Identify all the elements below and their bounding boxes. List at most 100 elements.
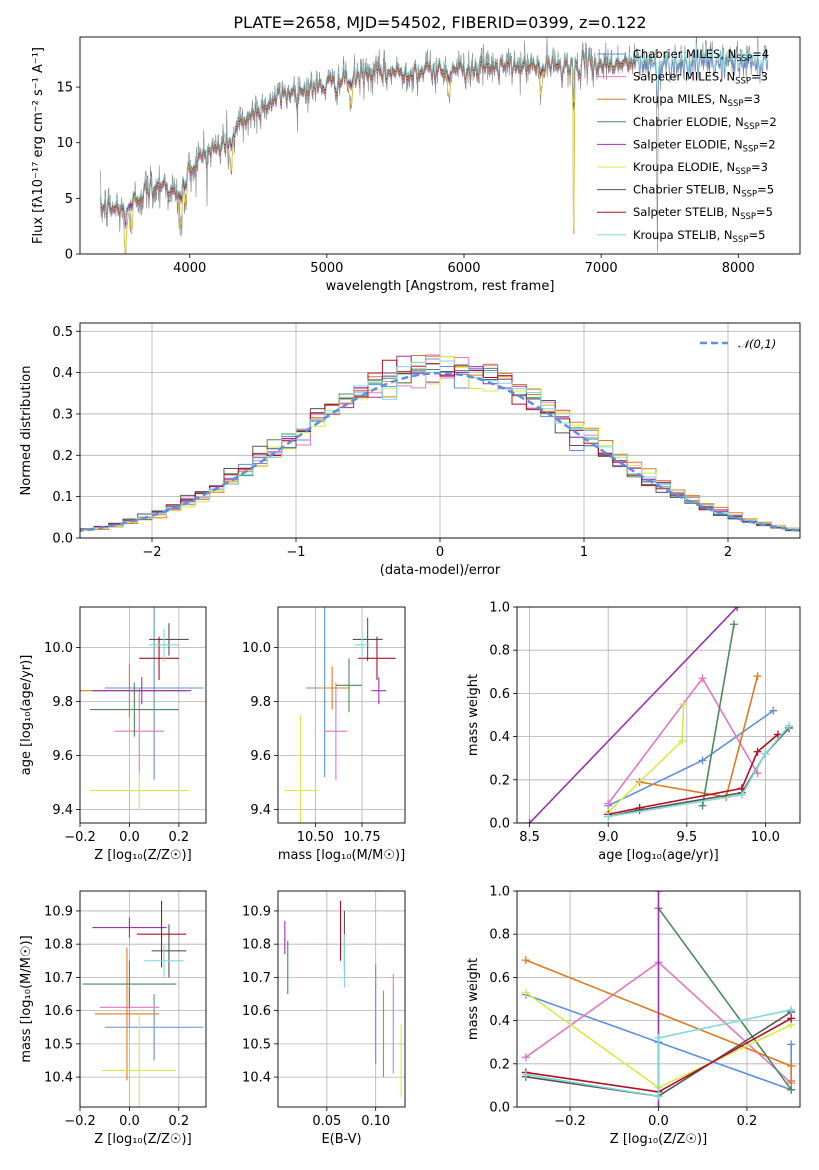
y-tick-label: 9.4 [52, 803, 73, 818]
chart-title: PLATE=2658, MJD=54502, FIBERID=0399, z=0… [233, 13, 646, 32]
weight-line [608, 725, 790, 818]
weight-marker [654, 1033, 663, 1042]
y-tick-label: 0.8 [489, 928, 510, 943]
x-tick-label: 4000 [173, 261, 206, 276]
weight-marker [698, 801, 707, 810]
y-tick-label: 10.8 [44, 938, 73, 953]
weight-marker [654, 1092, 663, 1101]
x-tick-label: −0.2 [554, 1114, 586, 1129]
y-tick-label: 9.8 [250, 695, 271, 710]
axes-frame [516, 606, 801, 824]
x-tick-label: 6000 [447, 261, 480, 276]
weight-line [608, 727, 790, 818]
legend-label: Salpeter MILES, NSSP=3 [633, 70, 768, 87]
weight-marker [525, 819, 534, 823]
weight-marker [773, 730, 782, 739]
y-tick-label: 10.9 [44, 904, 73, 919]
weight-marker [761, 749, 770, 758]
x-axis-label: Z [log₁₀(Z/Z☉)] [610, 1132, 707, 1147]
y-tick-label: 10.5 [242, 1037, 271, 1052]
legend: Chabrier MILES, NSSP=4 Salpeter MILES, NS… [597, 47, 777, 245]
weight-marker [753, 672, 762, 681]
x-tick-label: 10.50 [297, 830, 334, 845]
plot-area [82, 900, 204, 1107]
y-tick-label: 10.7 [44, 971, 73, 986]
y-tick-label: 0.3 [52, 407, 73, 422]
x-tick-label: 0.05 [312, 1114, 341, 1129]
y-tick-label: 10 [56, 136, 73, 151]
x-axis-label: E(B-V) [321, 1132, 361, 1147]
y-tick-label: 10.6 [44, 1004, 73, 1019]
axes-frame [277, 890, 406, 1108]
weight-marker [733, 607, 742, 611]
weight-marker [679, 700, 688, 709]
weight-marker [784, 721, 793, 730]
y-tick-label: 0.6 [489, 687, 510, 702]
weight-marker [521, 956, 530, 965]
weight-marker [698, 674, 707, 683]
y-tick-label: 10.0 [242, 641, 271, 656]
plot-area [284, 900, 402, 1098]
axes-frame [277, 606, 406, 824]
weight-line [529, 607, 738, 823]
y-axis-label: Normed distribution [19, 366, 34, 496]
y-tick-label: 9.6 [250, 749, 271, 764]
panel-age_vs_mass: 10.50 10.75 9.4 9.6 9.8 10.0 mass [log₁₀(M/M☉)… [242, 606, 406, 863]
x-axis-label: Z [log₁₀(Z/Z☉)] [94, 848, 191, 863]
y-tick-label: 10.9 [242, 904, 271, 919]
x-tick-label: 0.2 [737, 1114, 758, 1129]
panel-residuals: −2 −1 0 1 2 0.0 0.1 0.2 0.3 0.4 0.5 (data-model)/er… [19, 322, 801, 578]
panel-age_vs_Z: −0.2 0.0 0.2 9.4 9.6 9.8 10.0 Z [log₁₀(Z/Z☉)] ag… [19, 606, 207, 863]
y-tick-label: 10.0 [44, 641, 73, 656]
histogram-step [80, 360, 800, 533]
panel-weight_vs_Z: −0.2 0.0 0.2 0.0 0.2 0.4 0.6 0.8 1.0 Z [log₁₀(Z/Z… [466, 885, 801, 1147]
x-tick-label: 9.5 [676, 830, 697, 845]
y-tick-label: 0.0 [489, 1101, 510, 1116]
y-tick-label: 0.4 [489, 730, 510, 745]
weight-marker [737, 790, 746, 799]
weight-marker [769, 706, 778, 715]
y-tick-label: 10.4 [44, 1071, 73, 1086]
legend-label: Chabrier MILES, NSSP=4 [633, 47, 769, 64]
y-tick-label: 1.0 [489, 601, 510, 616]
legend-label: 𝒩(0,1) [738, 337, 776, 351]
y-tick-label: 9.8 [52, 695, 73, 710]
legend-label: Kroupa STELIB, NSSP=5 [633, 228, 765, 245]
x-tick-label: 0 [436, 545, 444, 560]
weight-marker [604, 812, 613, 821]
y-axis-label: mass weight [466, 958, 481, 1040]
x-tick-label: 8.5 [519, 830, 540, 845]
plot-area [80, 607, 204, 810]
x-tick-label: 0.0 [119, 1114, 140, 1129]
y-tick-label: 0.1 [52, 490, 73, 505]
x-tick-label: 2 [724, 545, 732, 560]
y-tick-label: 0.8 [489, 644, 510, 659]
legend-label: Chabrier STELIB, NSSP=5 [633, 183, 774, 200]
normal-reference-curve [80, 371, 800, 533]
x-tick-label: 10.75 [343, 830, 380, 845]
weight-marker [521, 1053, 530, 1062]
weight-line [657, 907, 792, 1091]
legend-label: Salpeter ELODIE, NSSP=2 [633, 137, 776, 154]
panel-weight_vs_age: 8.5 9.0 9.5 10.0 0.0 0.2 0.4 0.6 0.8 1.0 age [log₁… [466, 601, 801, 863]
y-tick-label: 10.7 [242, 971, 271, 986]
x-axis-label: wavelength [Angstrom, rest frame] [326, 279, 555, 294]
y-axis-label: mass weight [466, 674, 481, 756]
weight-marker [787, 1077, 796, 1086]
panel-mass_vs_ebv: 0.05 0.10 10.4 10.5 10.6 10.7 10.8 10.9 E(B-V) [242, 890, 406, 1147]
legend-label: Kroupa MILES, NSSP=3 [633, 92, 760, 109]
weight-marker [635, 803, 644, 812]
x-tick-label: 0.10 [361, 1114, 390, 1129]
axes-frame [79, 322, 801, 539]
x-tick-label: 1 [580, 545, 588, 560]
y-tick-label: 10.4 [242, 1071, 271, 1086]
plot-area [521, 891, 796, 1107]
y-tick-label: 9.6 [52, 749, 73, 764]
y-tick-label: 0.2 [489, 1057, 510, 1072]
y-tick-label: 10.5 [44, 1037, 73, 1052]
weight-marker [698, 756, 707, 765]
y-tick-label: 0.0 [52, 532, 73, 547]
y-tick-label: 9.4 [250, 803, 271, 818]
legend-label: Kroupa ELODIE, NSSP=3 [633, 160, 768, 177]
